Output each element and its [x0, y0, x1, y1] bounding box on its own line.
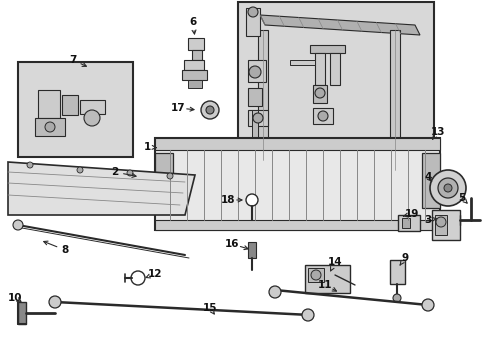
Text: 11: 11	[317, 280, 331, 290]
Circle shape	[314, 88, 325, 98]
Circle shape	[248, 66, 261, 78]
Bar	[247, 110, 267, 126]
Circle shape	[45, 122, 55, 132]
Text: 1: 1	[143, 142, 150, 152]
Text: 10: 10	[8, 293, 22, 303]
Circle shape	[49, 296, 61, 308]
Bar	[421, 153, 439, 208]
Text: 15: 15	[203, 303, 217, 313]
Circle shape	[27, 162, 33, 168]
Circle shape	[247, 7, 258, 17]
Text: 18: 18	[220, 195, 235, 205]
Text: 13: 13	[430, 127, 445, 137]
Bar	[182, 70, 206, 80]
Bar	[62, 95, 78, 115]
Bar	[247, 242, 256, 258]
Circle shape	[421, 299, 433, 311]
Text: 14: 14	[327, 257, 342, 267]
Bar	[238, 2, 433, 175]
Circle shape	[268, 286, 281, 298]
Bar	[247, 60, 265, 82]
Text: 8: 8	[61, 245, 68, 255]
Bar	[309, 45, 345, 53]
Bar	[187, 38, 203, 50]
Text: 6: 6	[189, 17, 196, 27]
Bar	[434, 215, 446, 235]
Bar	[307, 268, 324, 282]
Bar	[192, 50, 202, 60]
Text: 12: 12	[147, 269, 162, 279]
Polygon shape	[8, 162, 195, 215]
Circle shape	[429, 170, 465, 206]
Bar	[80, 100, 105, 114]
Bar	[314, 53, 325, 85]
Bar	[312, 108, 332, 124]
Circle shape	[167, 173, 173, 179]
Text: 16: 16	[224, 239, 239, 249]
Bar	[38, 90, 60, 118]
Text: 7: 7	[69, 55, 77, 65]
Text: 4: 4	[424, 172, 431, 182]
Bar	[289, 60, 314, 65]
Text: 3: 3	[424, 215, 431, 225]
Bar	[155, 138, 439, 230]
Bar	[187, 80, 202, 88]
Circle shape	[205, 106, 214, 114]
Circle shape	[84, 110, 100, 126]
Bar	[389, 260, 404, 284]
Text: 2: 2	[111, 167, 119, 177]
Bar	[245, 8, 260, 36]
Circle shape	[437, 178, 457, 198]
Text: 17: 17	[170, 103, 185, 113]
Bar	[155, 138, 439, 150]
Text: 9: 9	[401, 253, 408, 263]
Circle shape	[435, 217, 445, 227]
Circle shape	[310, 270, 320, 280]
Bar	[258, 30, 267, 160]
Bar	[401, 218, 409, 228]
Circle shape	[392, 294, 400, 302]
Bar	[155, 220, 439, 230]
Circle shape	[252, 113, 263, 123]
Circle shape	[13, 220, 23, 230]
Bar	[155, 153, 173, 208]
Circle shape	[127, 170, 133, 176]
Bar	[35, 118, 65, 136]
Bar	[18, 302, 26, 324]
Circle shape	[245, 194, 258, 206]
Text: 19: 19	[404, 209, 418, 219]
Bar	[251, 110, 258, 165]
Bar	[312, 85, 326, 103]
Bar	[18, 62, 133, 157]
Circle shape	[317, 111, 327, 121]
Circle shape	[302, 309, 313, 321]
Text: 5: 5	[457, 193, 465, 203]
Bar	[247, 88, 262, 106]
Polygon shape	[260, 15, 419, 35]
Bar	[389, 30, 399, 170]
Bar	[305, 265, 349, 293]
Circle shape	[77, 167, 83, 173]
Bar	[397, 215, 419, 231]
Circle shape	[131, 271, 145, 285]
Circle shape	[201, 101, 219, 119]
Bar	[183, 60, 203, 70]
Circle shape	[443, 184, 451, 192]
Bar	[431, 210, 459, 240]
Bar	[329, 53, 339, 85]
